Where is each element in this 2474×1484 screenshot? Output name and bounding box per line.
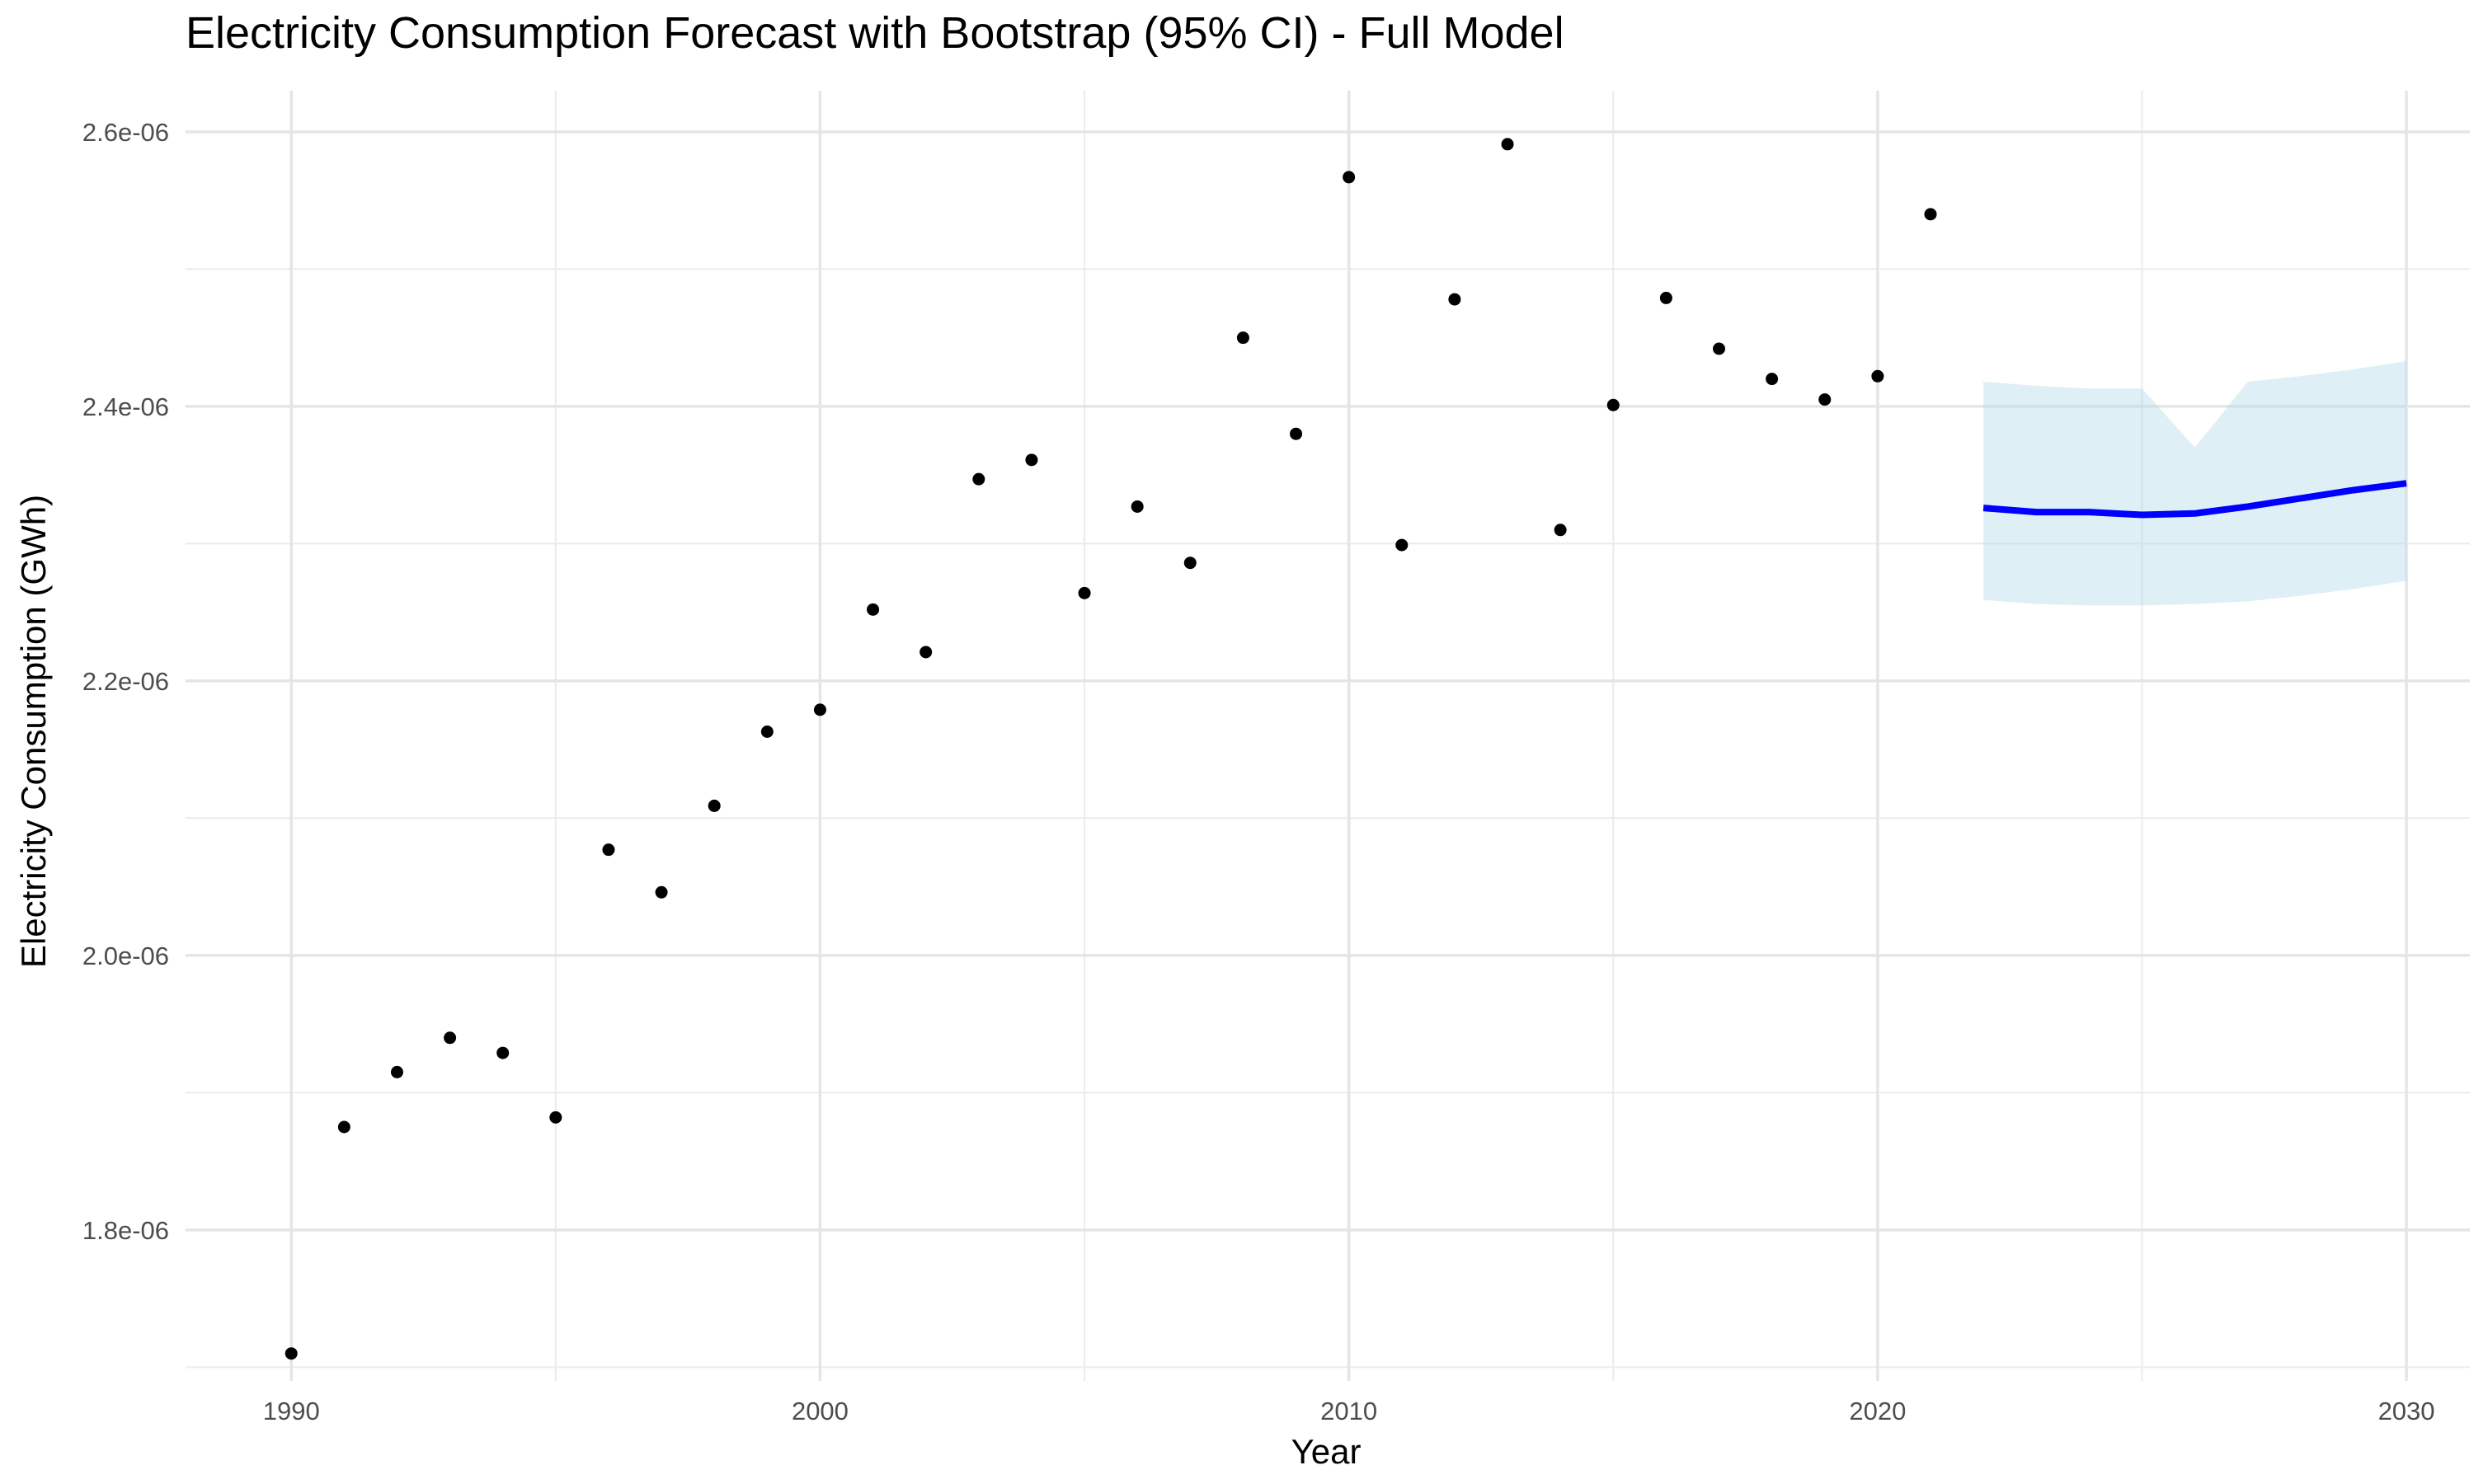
data-point xyxy=(1659,291,1672,304)
data-point xyxy=(444,1031,457,1045)
y-tick-label: 1.8e-06 xyxy=(82,1216,169,1245)
data-point xyxy=(1448,293,1461,306)
x-tick-label: 1990 xyxy=(263,1397,320,1425)
data-point xyxy=(920,646,933,659)
y-tick-label: 2.4e-06 xyxy=(82,392,169,421)
data-point xyxy=(708,799,721,812)
y-tick-label: 2.2e-06 xyxy=(82,667,169,696)
x-tick-label: 2030 xyxy=(2378,1397,2435,1425)
x-axis-title: Year xyxy=(1291,1432,1362,1471)
y-tick-label: 2.6e-06 xyxy=(82,118,169,147)
chart-title: Electricity Consumption Forecast with Bo… xyxy=(186,8,1564,58)
data-point xyxy=(1236,331,1249,345)
data-point xyxy=(655,885,668,899)
x-tick-label: 2010 xyxy=(1320,1397,1377,1425)
x-tick-label: 2000 xyxy=(792,1397,849,1425)
data-point xyxy=(337,1120,350,1134)
data-point xyxy=(813,703,826,716)
major-gridlines xyxy=(186,91,2470,1381)
minor-gridlines xyxy=(186,91,2470,1381)
data-point xyxy=(1554,524,1567,537)
data-point xyxy=(1290,427,1303,440)
data-point xyxy=(1078,586,1091,599)
data-point xyxy=(1766,373,1779,386)
data-point xyxy=(1606,398,1620,411)
data-point xyxy=(549,1111,562,1124)
confidence-band-layer xyxy=(1983,360,2407,606)
data-point xyxy=(1818,393,1832,406)
data-point xyxy=(1343,171,1356,184)
observed-points-layer xyxy=(285,138,1937,1360)
data-point xyxy=(1871,369,1884,383)
x-axis-tick-labels: 1990 2000 2010 2020 2030 xyxy=(263,1397,2435,1425)
y-tick-label: 2.0e-06 xyxy=(82,942,169,970)
data-point xyxy=(602,843,615,857)
y-axis-tick-labels: 1.8e-06 2.0e-06 2.2e-06 2.4e-06 2.6e-06 xyxy=(82,118,169,1245)
data-point xyxy=(1924,208,1937,221)
data-point xyxy=(1131,500,1144,513)
forecast-line-layer xyxy=(1982,480,2407,519)
data-point xyxy=(1395,538,1409,552)
data-point xyxy=(496,1046,510,1059)
confidence-band xyxy=(1983,360,2407,606)
data-point xyxy=(285,1347,298,1360)
data-point xyxy=(1501,138,1514,151)
data-point xyxy=(867,603,880,616)
data-point xyxy=(760,726,774,739)
data-point xyxy=(1025,453,1038,467)
data-point xyxy=(972,472,985,486)
x-tick-label: 2020 xyxy=(1849,1397,1906,1425)
data-point xyxy=(390,1065,403,1078)
data-point xyxy=(1712,342,1725,355)
forecast-line xyxy=(1982,480,2407,519)
data-point xyxy=(1183,556,1197,570)
y-axis-title: Electricity Consumption (GWh) xyxy=(14,495,53,968)
